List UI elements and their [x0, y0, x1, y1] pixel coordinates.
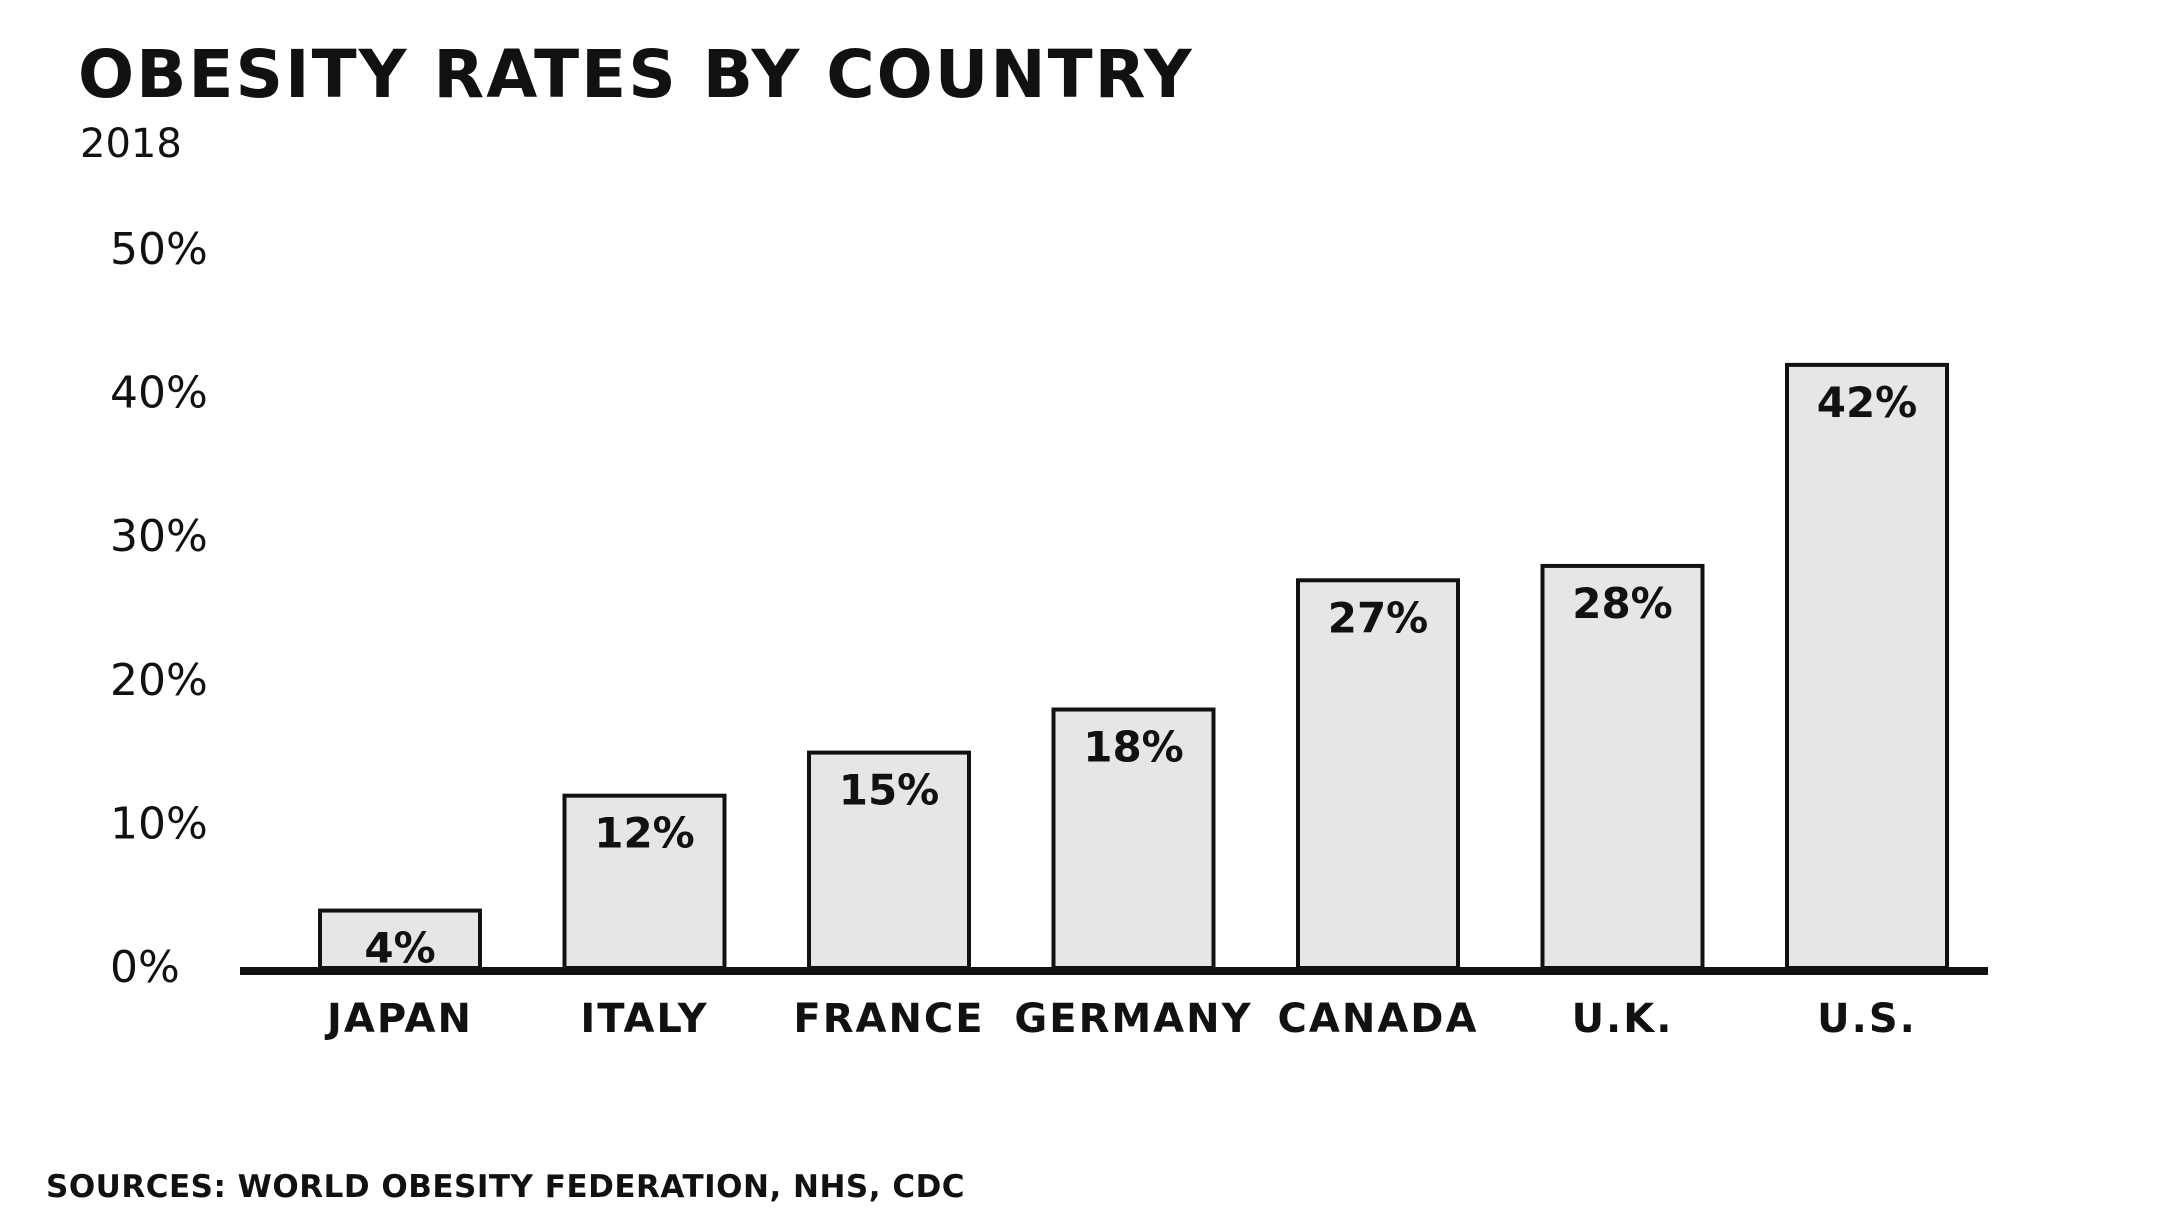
- y-axis-ticks: 0% 10% 20% 30% 40% 50%: [110, 224, 208, 993]
- bar-data-label: 12%: [594, 809, 695, 858]
- chart-subtitle: 2018: [80, 121, 182, 167]
- x-tick-label: U.K.: [1572, 996, 1674, 1042]
- chart-title: OBESITY RATES BY COUNTRY: [78, 36, 1194, 113]
- bar-data-label: 28%: [1572, 579, 1673, 628]
- bar-data-label: 18%: [1083, 723, 1184, 772]
- bar: [1296, 578, 1460, 971]
- source-note: SOURCES: WORLD OBESITY FEDERATION, NHS, …: [46, 1169, 966, 1205]
- bar: [807, 750, 971, 970]
- y-tick-label: 30%: [110, 511, 208, 562]
- bar: [1051, 707, 1216, 971]
- x-axis-labels: JAPAN ITALY FRANCE GERMANY CANADA U.K. U.S.: [324, 996, 1917, 1042]
- bar-data-label: 4%: [364, 924, 435, 973]
- bar: [1540, 563, 1705, 970]
- y-tick-label: 10%: [110, 798, 208, 849]
- bar-data-label: 27%: [1328, 593, 1429, 642]
- bar-data-label: 42%: [1817, 378, 1918, 427]
- x-tick-label: FRANCE: [793, 996, 984, 1042]
- y-tick-label: 0%: [110, 942, 180, 993]
- x-tick-label: JAPAN: [324, 996, 473, 1042]
- bar: [562, 793, 727, 970]
- bars: [318, 362, 1949, 971]
- x-tick-label: GERMANY: [1014, 996, 1252, 1042]
- y-tick-label: 50%: [110, 224, 208, 275]
- x-tick-label: CANADA: [1278, 996, 1479, 1042]
- bar-data-label: 15%: [839, 766, 940, 815]
- x-tick-label: ITALY: [580, 996, 708, 1042]
- bar-data-labels: 4% 12% 15% 18% 27% 28% 42%: [364, 378, 1917, 973]
- y-tick-label: 20%: [110, 655, 208, 706]
- bar: [1785, 362, 1949, 970]
- y-tick-label: 40%: [110, 368, 208, 419]
- x-tick-label: U.S.: [1817, 996, 1917, 1042]
